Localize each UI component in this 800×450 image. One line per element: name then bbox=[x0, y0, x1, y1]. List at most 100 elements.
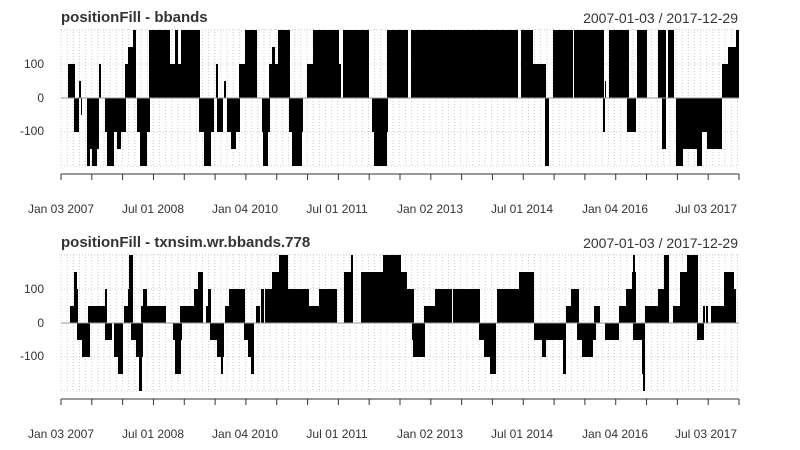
position-bar bbox=[643, 323, 645, 391]
position-bar bbox=[603, 98, 605, 132]
x-tick-label: Jan 03 2007 bbox=[27, 427, 95, 441]
x-tick-label: Jul 01 2011 bbox=[306, 427, 368, 441]
position-bar bbox=[605, 81, 606, 98]
position-bar bbox=[245, 30, 250, 98]
position-bar bbox=[626, 289, 636, 323]
position-bar bbox=[687, 255, 698, 323]
position-bar bbox=[250, 30, 257, 98]
chart-title: positionFill - bbands bbox=[61, 9, 208, 26]
position-bar bbox=[217, 323, 224, 357]
position-bar bbox=[563, 323, 566, 374]
position-bar bbox=[736, 30, 739, 98]
position-bar bbox=[229, 289, 245, 323]
x-tick-label: Jul 01 2008 bbox=[121, 202, 185, 216]
position-bar bbox=[140, 98, 147, 166]
position-bar bbox=[453, 289, 480, 323]
position-bar bbox=[224, 81, 226, 98]
position-bar bbox=[117, 98, 121, 149]
position-bar bbox=[68, 64, 75, 98]
x-tick-label: Jan 04 2010 bbox=[211, 427, 279, 441]
position-bar bbox=[668, 30, 674, 98]
position-bar bbox=[160, 64, 199, 98]
position-bar bbox=[87, 98, 90, 166]
position-bar bbox=[455, 47, 465, 98]
position-bar bbox=[139, 323, 142, 391]
position-bar bbox=[490, 323, 496, 374]
position-bar bbox=[413, 323, 425, 357]
position-bar bbox=[571, 289, 579, 323]
position-bar bbox=[345, 47, 369, 98]
position-bar bbox=[70, 306, 74, 323]
position-bar bbox=[149, 47, 163, 98]
position-bar bbox=[133, 30, 136, 98]
position-bar bbox=[703, 306, 705, 323]
position-bar bbox=[664, 255, 669, 323]
position-bar bbox=[609, 30, 629, 98]
position-bar bbox=[519, 272, 534, 323]
position-bar bbox=[216, 64, 218, 98]
position-bar bbox=[728, 47, 739, 98]
x-tick-label: Jan 02 2013 bbox=[396, 427, 464, 441]
position-bar bbox=[92, 98, 97, 166]
position-bar bbox=[319, 289, 337, 323]
position-bar bbox=[470, 30, 518, 98]
position-bar bbox=[658, 30, 666, 98]
position-bar bbox=[527, 64, 546, 98]
position-bar bbox=[105, 323, 112, 340]
y-tick-label: 0 bbox=[37, 316, 44, 330]
chart-title: positionFill - txnsim.wr.bbands.778 bbox=[61, 234, 311, 251]
x-tick-label: Jul 03 2017 bbox=[674, 202, 738, 216]
position-bar bbox=[351, 255, 353, 323]
position-bar bbox=[594, 306, 600, 323]
position-bar bbox=[121, 98, 126, 132]
position-bar bbox=[344, 272, 353, 323]
position-bar bbox=[239, 64, 246, 98]
panel-bottom: positionFill - txnsim.wr.bbands.778 2007… bbox=[0, 225, 800, 450]
position-bar bbox=[383, 255, 401, 323]
position-bar bbox=[81, 98, 82, 115]
position-bar bbox=[105, 289, 107, 323]
position-bar bbox=[662, 98, 666, 149]
position-bar bbox=[574, 30, 604, 98]
position-bar bbox=[545, 98, 549, 166]
position-bar bbox=[74, 98, 79, 132]
position-bar bbox=[642, 47, 646, 98]
date-range: 2007-01-03 / 2017-12-29 bbox=[583, 235, 738, 251]
position-bar bbox=[697, 323, 704, 340]
panel-top: positionFill - bbands 2007-01-03 / 2017-… bbox=[20, 9, 740, 216]
y-tick-label: -100 bbox=[19, 349, 44, 363]
position-bar bbox=[261, 289, 264, 323]
position-bar bbox=[292, 98, 302, 166]
position-bar bbox=[217, 98, 223, 132]
position-bar bbox=[374, 98, 387, 166]
position-bar bbox=[79, 81, 81, 98]
position-bar bbox=[313, 30, 317, 98]
x-tick-label: Jan 03 2007 bbox=[27, 202, 95, 216]
position-bar bbox=[128, 47, 135, 98]
position-bar bbox=[627, 98, 636, 132]
position-bar bbox=[88, 306, 107, 323]
y-tick-label: 0 bbox=[37, 91, 44, 105]
position-bar bbox=[256, 306, 260, 323]
position-bar bbox=[100, 81, 101, 98]
position-bar bbox=[404, 289, 414, 323]
x-tick-label: Jan 04 2016 bbox=[581, 202, 649, 216]
position-bar bbox=[118, 323, 123, 374]
y-tick-label: 100 bbox=[23, 57, 44, 71]
position-bar bbox=[198, 272, 203, 323]
position-bar bbox=[627, 98, 630, 115]
x-tick-label: Jan 02 2013 bbox=[396, 202, 464, 216]
position-bar bbox=[204, 98, 211, 166]
position-bar bbox=[534, 323, 566, 340]
position-bar bbox=[107, 98, 114, 166]
position-bar bbox=[77, 323, 83, 340]
position-bar bbox=[447, 47, 454, 98]
position-bar bbox=[221, 323, 223, 374]
position-bar bbox=[141, 306, 166, 323]
plot-area bbox=[60, 29, 740, 180]
x-tick-label: Jul 03 2017 bbox=[674, 427, 738, 441]
position-bar bbox=[633, 255, 635, 323]
position-bar bbox=[435, 289, 452, 323]
x-tick-label: Jul 01 2008 bbox=[121, 427, 185, 441]
date-range: 2007-01-03 / 2017-12-29 bbox=[583, 10, 738, 26]
